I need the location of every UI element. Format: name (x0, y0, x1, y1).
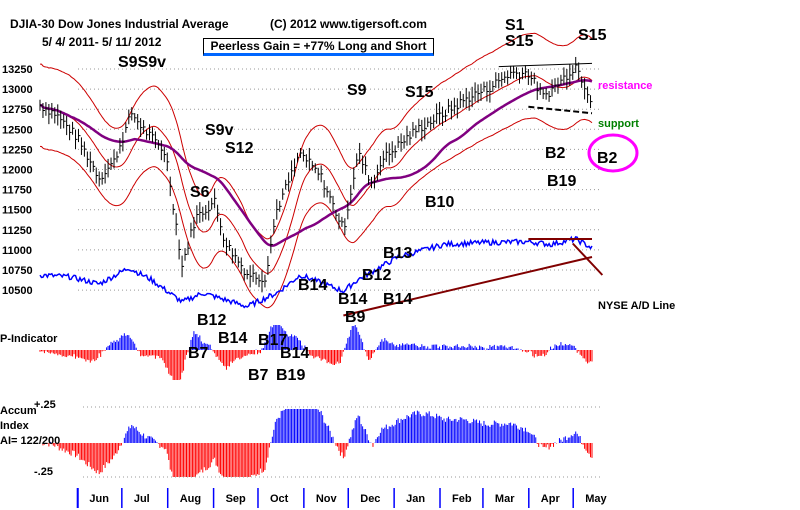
y-tick-label: 12250 (2, 144, 33, 156)
y-tick-label: 11750 (2, 185, 32, 197)
copyright: (C) 2012 www.tigersoft.com (270, 17, 427, 31)
signal-label: S9S9v (118, 54, 166, 71)
y-tick-label: 10500 (2, 285, 33, 297)
month-label: Oct (270, 493, 289, 505)
signal-label: S12 (225, 140, 254, 157)
ad-uptrend-line (343, 256, 593, 317)
signal-label: B2 (597, 150, 618, 167)
signal-label: B14 (298, 277, 327, 294)
signal-label: B9 (345, 309, 366, 326)
chart-title: DJIA-30 Dow Jones Industrial Average (10, 17, 229, 31)
accum-label-line3: AI= 122/200 (0, 435, 61, 447)
month-label: Sep (226, 493, 246, 505)
peerless-gain-box: Peerless Gain = +77% Long and Short (203, 38, 434, 56)
accum-label-line2: Index (0, 420, 29, 432)
signal-label: S6 (190, 184, 210, 201)
accum-label-line1: Accum (0, 405, 37, 417)
signal-label: B19 (276, 367, 305, 384)
p-indicator-label: P-Indicator (0, 333, 58, 345)
month-label: May (585, 493, 607, 505)
signal-label: B7 (188, 345, 209, 362)
signal-label: B10 (425, 194, 454, 211)
signal-label: B14 (280, 345, 309, 362)
signal-label: B14 (338, 291, 367, 308)
month-label: Aug (180, 493, 201, 505)
y-tick-label: 13000 (2, 84, 33, 96)
month-label: Jun (89, 493, 109, 505)
signal-label: B14 (383, 291, 412, 308)
y-tick-label: 12750 (2, 104, 33, 116)
highlight-circle (587, 133, 639, 173)
price-support-line (528, 105, 593, 115)
ad-line (39, 235, 593, 309)
y-tick-label: 11250 (2, 225, 32, 237)
signal-label: B17 (258, 332, 287, 349)
signal-label: S9 (347, 82, 367, 99)
lower-band (39, 117, 593, 309)
signal-label: B13 (383, 245, 412, 262)
signal-label: B19 (547, 173, 576, 190)
month-label: Dec (360, 493, 380, 505)
y-tick-label: 13250 (2, 64, 33, 76)
ma-65 (39, 79, 593, 247)
y-tick-label: 12000 (2, 165, 33, 177)
ad-line-label: NYSE A/D Line (598, 300, 676, 312)
month-label: Jan (406, 493, 425, 505)
signal-label: S15 (405, 84, 434, 101)
signal-label: S1 (505, 17, 525, 34)
y-tick-label: 12500 (2, 124, 33, 136)
signal-label: S15 (578, 27, 607, 44)
y-tick-label: 10750 (2, 265, 33, 277)
month-label: Nov (316, 493, 338, 505)
y-tick-label: 11500 (2, 205, 32, 217)
date-range: 5/ 4/ 2011- 5/ 11/ 2012 (42, 35, 162, 49)
signal-label: S9v (205, 122, 234, 139)
y-tick-label: 11000 (2, 245, 32, 257)
signal-label: B2 (545, 145, 566, 162)
signal-label: B12 (362, 267, 391, 284)
month-label: Feb (452, 493, 472, 505)
ad-break-line (572, 242, 604, 276)
month-label: Mar (495, 493, 515, 505)
signal-label: B12 (197, 312, 226, 329)
accum-top-tick: +.25 (34, 399, 56, 411)
resistance-label: resistance (598, 80, 653, 92)
ma-21 (39, 75, 593, 274)
accum-index-label: Accum Index AI= 122/200 (0, 404, 60, 449)
month-label: Apr (541, 493, 561, 505)
signal-label: B7 (248, 367, 269, 384)
signal-label: S15 (505, 33, 534, 50)
support-label: support (598, 118, 639, 130)
signal-label: B14 (218, 330, 247, 347)
accum-bottom-tick: -.25 (34, 466, 53, 478)
price-resistance-line (498, 62, 593, 68)
month-label: Jul (134, 493, 150, 505)
